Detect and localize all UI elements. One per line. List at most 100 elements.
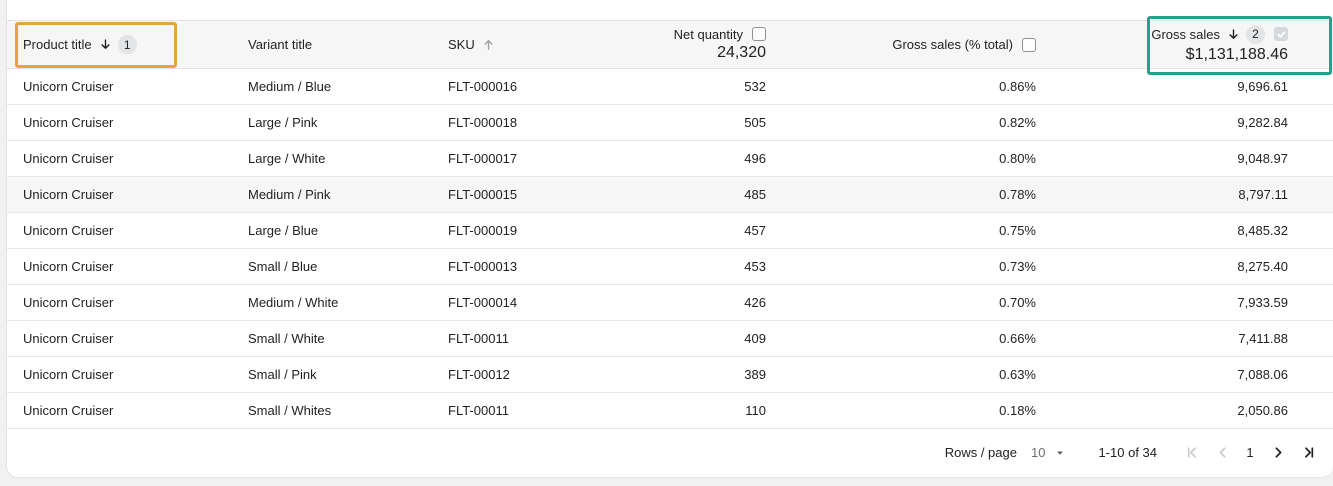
cell-product-title: Unicorn Cruiser: [23, 367, 114, 382]
cell-gross-sales: 8,275.40: [1237, 259, 1288, 274]
chevron-left-icon: [1219, 447, 1225, 458]
table-row: Unicorn Cruiser Large / Pink FLT-000018 505…: [7, 105, 1333, 141]
sort-descending-icon: [1229, 28, 1238, 39]
cell-net-quantity: 409: [744, 331, 766, 346]
cell-gross-sales: 7,088.06: [1237, 367, 1288, 382]
table-row: Unicorn Cruiser Small / Pink FLT-00012 389 0…: [7, 357, 1333, 393]
table-row: Unicorn Cruiser Medium / Pink FLT-000015 48…: [7, 177, 1333, 213]
cell-variant-title: Small / Blue: [248, 259, 318, 274]
rows-per-page-select[interactable]: 10: [1031, 445, 1066, 460]
cell-net-quantity: 426: [744, 295, 766, 310]
cell-sku: FLT-00011: [448, 403, 509, 418]
cell-sku: FLT-000014: [448, 295, 518, 310]
cell-net-quantity: 505: [744, 115, 766, 130]
rows-per-page-label: Rows / page: [944, 445, 1017, 460]
gross-sales-pct-checkbox[interactable]: [1022, 37, 1036, 52]
column-label-variant-title: Variant title: [248, 37, 313, 52]
pagination-controls: 1: [1177, 438, 1323, 468]
cell-product-title: Unicorn Cruiser: [23, 223, 114, 238]
table-row: Unicorn Cruiser Large / White FLT-000017 49…: [7, 141, 1333, 177]
cell-gross-sales-pct: 0.66%: [999, 331, 1036, 346]
cell-sku: FLT-000013: [448, 259, 518, 274]
cell-product-title: Unicorn Cruiser: [23, 151, 114, 166]
rows-per-page-value: 10: [1030, 445, 1046, 460]
table-footer: Rows / page 10 1-10 of 34 1: [7, 429, 1333, 476]
column-label-net-quantity: Net quantity: [673, 26, 743, 42]
column-header-variant-title[interactable]: Variant title: [232, 21, 432, 68]
column-label-gross-sales-pct: Gross sales (% total): [892, 37, 1013, 52]
gross-sales-total: $1,131,188.46: [1185, 45, 1288, 63]
cell-variant-title: Small / Pink: [248, 367, 317, 382]
cell-gross-sales: 9,048.97: [1237, 151, 1288, 166]
cell-net-quantity: 110: [745, 403, 766, 418]
pagination-range: 1-10 of 34: [1098, 445, 1157, 460]
table-body: Unicorn Cruiser Medium / Blue FLT-000016 53…: [7, 69, 1333, 429]
cell-net-quantity: 453: [744, 259, 766, 274]
net-quantity-checkbox[interactable]: [752, 27, 766, 41]
cell-sku: FLT-00011: [448, 331, 509, 346]
cell-variant-title: Large / Blue: [248, 223, 319, 238]
cell-sku: FLT-000017: [448, 151, 518, 166]
cell-gross-sales-pct: 0.70%: [999, 295, 1036, 310]
table-row: Unicorn Cruiser Medium / Blue FLT-000016 53…: [7, 69, 1333, 105]
previous-page-button: [1207, 438, 1237, 468]
chevron-right-icon: [1275, 447, 1281, 458]
cell-variant-title: Large / White: [248, 151, 326, 166]
column-header-sku[interactable]: SKU: [432, 21, 592, 68]
column-header-product-title[interactable]: Product title 1: [7, 21, 232, 68]
column-label-gross-sales: Gross sales: [1151, 26, 1220, 42]
cell-variant-title: Medium / Pink: [248, 187, 331, 202]
cell-net-quantity: 532: [744, 79, 766, 94]
cell-net-quantity: 389: [744, 367, 766, 382]
cell-product-title: Unicorn Cruiser: [23, 331, 114, 346]
cell-variant-title: Small / White: [248, 331, 325, 346]
checkmark-icon: [1276, 30, 1286, 38]
table-header-row: Product title 1 Variant title SKU Net qu…: [7, 16, 1333, 75]
cell-gross-sales-pct: 0.82%: [999, 115, 1036, 130]
cell-sku: FLT-000019: [448, 223, 518, 238]
cell-gross-sales-pct: 0.73%: [999, 259, 1036, 274]
sort-priority-badge: 2: [1246, 24, 1265, 44]
cell-gross-sales: 7,411.88: [1238, 331, 1288, 346]
first-page-button: [1177, 438, 1207, 468]
current-page-number: 1: [1246, 445, 1254, 460]
column-header-net-quantity[interactable]: Net quantity 24,320: [592, 21, 782, 68]
net-quantity-total: 24,320: [717, 43, 766, 61]
column-header-gross-sales[interactable]: Gross sales 2 $1,131,188.46: [1052, 21, 1333, 68]
table-row: Unicorn Cruiser Large / Blue FLT-000019 457…: [7, 213, 1333, 249]
cell-net-quantity: 496: [744, 151, 766, 166]
cell-gross-sales-pct: 0.78%: [999, 187, 1036, 202]
cell-product-title: Unicorn Cruiser: [23, 115, 114, 130]
cell-gross-sales: 7,933.59: [1237, 295, 1288, 310]
column-header-gross-sales-pct[interactable]: Gross sales (% total): [782, 21, 1052, 68]
caret-down-icon: [1057, 451, 1064, 455]
cell-gross-sales-pct: 0.86%: [999, 79, 1036, 94]
sort-priority-badge: 1: [117, 35, 137, 54]
table-row: Unicorn Cruiser Small / Blue FLT-000013 453…: [7, 249, 1333, 285]
cell-gross-sales-pct: 0.75%: [999, 223, 1036, 238]
cell-sku: FLT-000018: [448, 115, 518, 130]
cell-variant-title: Large / Pink: [248, 115, 318, 130]
cell-gross-sales: 9,282.84: [1237, 115, 1288, 130]
cell-gross-sales-pct: 0.63%: [999, 367, 1036, 382]
next-page-button[interactable]: [1263, 438, 1293, 468]
cell-gross-sales: 8,797.11: [1238, 187, 1288, 202]
cell-gross-sales: 8,485.32: [1237, 223, 1288, 238]
cell-sku: FLT-000015: [448, 187, 518, 202]
sort-ascending-icon: [484, 40, 493, 50]
cell-variant-title: Medium / Blue: [248, 79, 332, 94]
cell-product-title: Unicorn Cruiser: [23, 187, 114, 202]
gross-sales-checkbox: [1274, 27, 1288, 41]
analytics-table-card: Product title 1 Variant title SKU Net qu…: [6, 0, 1333, 478]
cell-gross-sales-pct: 0.80%: [999, 151, 1036, 166]
cell-gross-sales-pct: 0.18%: [999, 403, 1036, 418]
last-page-button[interactable]: [1293, 438, 1323, 468]
column-label-sku: SKU: [448, 37, 475, 52]
cell-net-quantity: 485: [744, 187, 766, 202]
cell-gross-sales: 9,696.61: [1237, 79, 1288, 94]
first-page-icon: [1187, 447, 1196, 458]
cell-variant-title: Small / Whites: [248, 403, 332, 418]
cell-product-title: Unicorn Cruiser: [23, 79, 114, 94]
cell-sku: FLT-000016: [448, 79, 518, 94]
table-row: Unicorn Cruiser Medium / White FLT-000014 4…: [7, 285, 1333, 321]
